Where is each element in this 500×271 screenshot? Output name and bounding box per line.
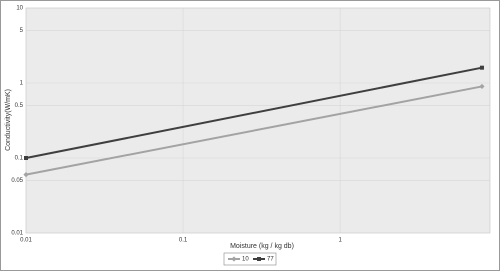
series-line — [25, 85, 483, 176]
y-tick-label: 0.1 — [15, 156, 24, 162]
y-tick-label: 10 — [16, 6, 23, 12]
legend-label: 77 — [267, 257, 274, 263]
marker — [257, 257, 261, 261]
legend-box — [223, 252, 277, 266]
y-tick-label: 0.01 — [11, 231, 23, 237]
y-tick-label: 1 — [20, 81, 24, 87]
legend-label: 10 — [242, 257, 249, 263]
x-axis-title: Moisture (kg / kg db) — [230, 243, 294, 250]
y-tick-label: 0.5 — [15, 103, 24, 109]
marker — [23, 172, 29, 178]
marker — [479, 83, 485, 90]
y-axis-title: Conductivity(W/mK) — [5, 89, 12, 151]
marker — [24, 156, 28, 160]
x-tick-label: 1 — [338, 238, 342, 244]
marker — [479, 65, 484, 70]
plot-area — [25, 7, 491, 234]
x-tick-label: 0.01 — [20, 238, 32, 244]
series-line — [25, 66, 483, 159]
y-tick-label: 5 — [20, 28, 24, 34]
y-tick-label: 0.05 — [11, 178, 23, 184]
x-tick-label: 0.1 — [179, 238, 188, 244]
marker — [231, 256, 237, 262]
